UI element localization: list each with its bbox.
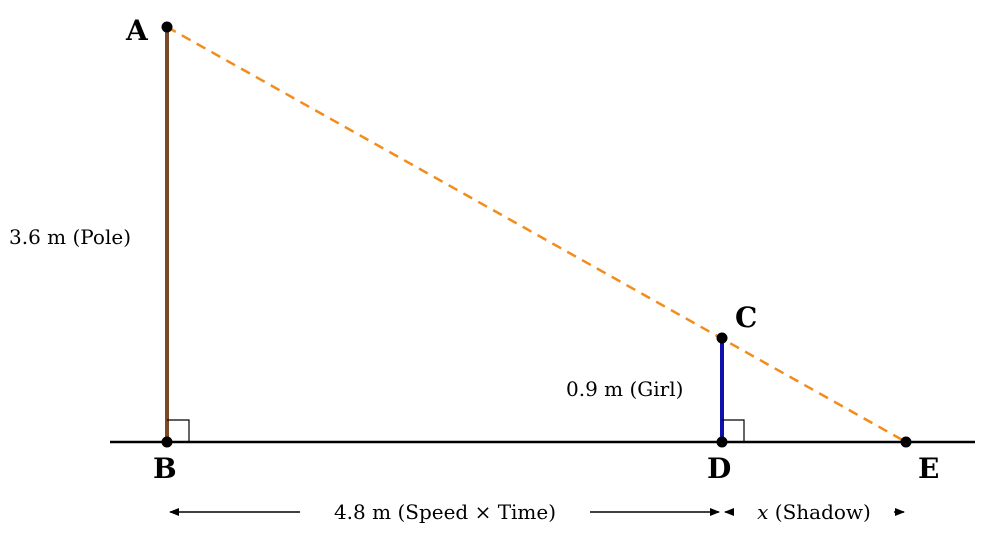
shadow-text: (Shadow) [768,500,870,524]
right-angle-marker-b [167,419,190,442]
light-ray-line [166,25,907,444]
point-label-b: B [153,452,177,485]
point-label-d: D [707,452,731,485]
girl-height-label: 0.9 m (Girl) [566,377,683,401]
point-label-c: C [735,301,757,334]
point-d [716,436,728,448]
right-angle-marker-d [722,419,745,442]
point-b [161,436,173,448]
shadow-label: x (Shadow) [757,500,871,524]
point-c [716,332,728,344]
distance-label: 4.8 m (Speed × Time) [334,500,556,524]
point-e [900,436,912,448]
shadow-variable: x [757,500,768,524]
pole-height-label: 3.6 m (Pole) [9,225,131,249]
point-label-e: E [918,452,939,485]
point-a [161,21,173,33]
point-label-a: A [125,14,149,47]
